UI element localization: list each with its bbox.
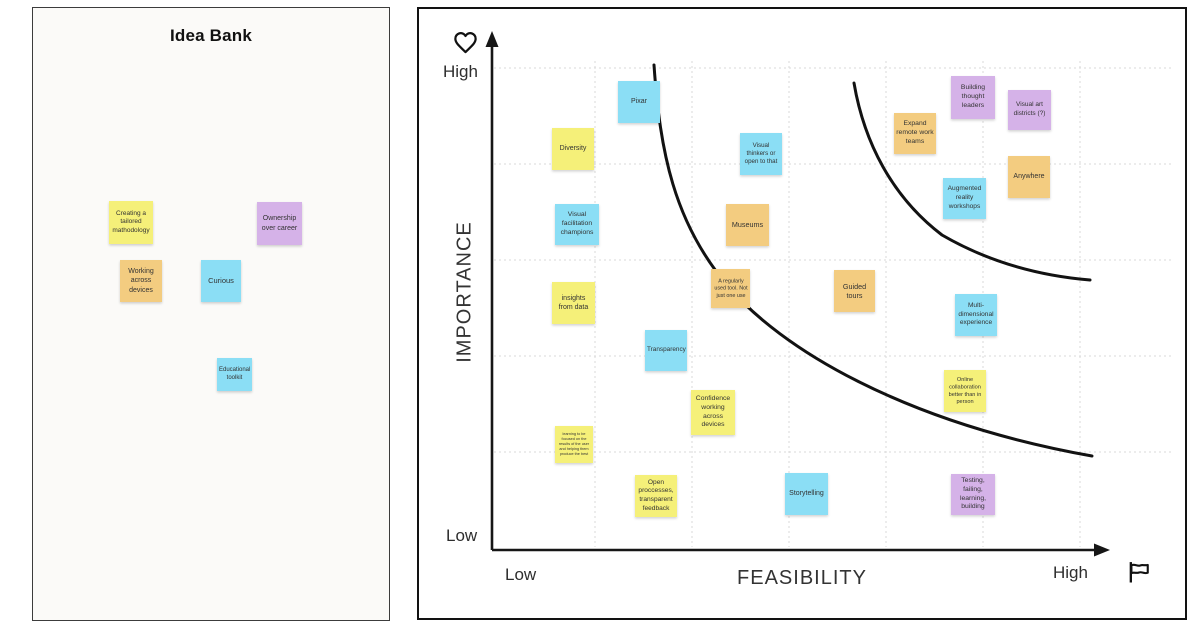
sticky-note[interactable]: Augmented reality workshops [943,178,986,219]
sticky-note[interactable]: Expand remote work teams [894,113,936,154]
sticky-note[interactable]: Transparency [645,330,687,371]
sticky-note[interactable]: Visual art districts (?) [1008,90,1051,130]
axes [490,43,1099,552]
sticky-note[interactable]: Online collaboration better than in pers… [944,370,986,412]
sticky-note[interactable]: Guided tours [834,270,875,312]
sticky-note[interactable]: Educational toolkit [217,358,252,391]
sticky-note[interactable]: Confidence working across devices [691,390,735,435]
x-axis-arrow [1094,543,1110,557]
sticky-note[interactable]: Museums [726,204,769,246]
sticky-note[interactable]: Multi-dimensional experience [955,294,997,336]
sticky-note[interactable]: Visual facilitation champions [555,204,599,245]
y-axis-low-label: Low [446,526,478,545]
y-axis-arrow [485,31,499,47]
sticky-note[interactable]: Diversity [552,128,594,170]
sticky-note[interactable]: Storytelling [785,473,828,515]
sticky-note[interactable]: Curious [201,260,241,302]
sticky-note[interactable]: Anywhere [1008,156,1050,198]
idea-bank-frame: Idea Bank Creating a tailored mathodolog… [32,7,390,621]
feasibility-axis-title: FEASIBILITY [737,567,867,589]
sticky-note[interactable]: insights from data [552,282,595,324]
flag-icon [1129,562,1149,583]
sticky-note[interactable]: Visual thinkers or open to that [740,133,782,175]
sticky-note[interactable]: A regularly used tool. Not just one use [711,269,750,308]
heart-icon [454,32,477,54]
sticky-note[interactable]: Ownership over career [257,202,302,245]
idea-bank-notes-area: Creating a tailored mathodology Ownership… [33,8,389,620]
x-axis-high-label: High [1053,563,1088,582]
sticky-note[interactable]: Pixar [618,81,660,123]
sticky-note[interactable]: Testing, failing, learning, building [951,474,995,515]
x-axis-low-label: Low [505,565,537,584]
sticky-note[interactable]: Creating a tailored mathodology [109,201,153,244]
y-axis-high-label: High [443,62,478,81]
idea-bank-title: Idea Bank [169,26,253,45]
sticky-note[interactable]: Working across devices [120,260,162,302]
matrix-frame: High Low Low High IMPORTANCE FEASIBILITY… [417,7,1187,620]
sticky-note[interactable]: Building thought leaders [951,76,995,119]
sticky-note[interactable]: learning to be focused on the results of… [555,426,593,463]
sticky-note[interactable]: Open proccesses, transparent feedback [635,475,677,517]
matrix-notes-area: Pixar Diversity Visual thinkers or open to… [419,9,1185,618]
